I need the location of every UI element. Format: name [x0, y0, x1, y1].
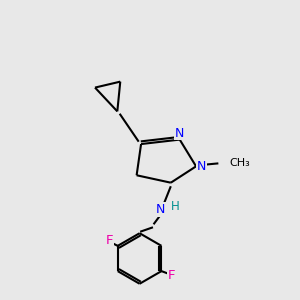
Text: CH₃: CH₃ — [230, 158, 250, 168]
Text: F: F — [168, 269, 175, 282]
Text: F: F — [106, 234, 113, 247]
Text: N: N — [156, 203, 165, 216]
Text: H: H — [171, 200, 180, 213]
Text: N: N — [197, 160, 206, 173]
Text: N: N — [175, 127, 184, 140]
